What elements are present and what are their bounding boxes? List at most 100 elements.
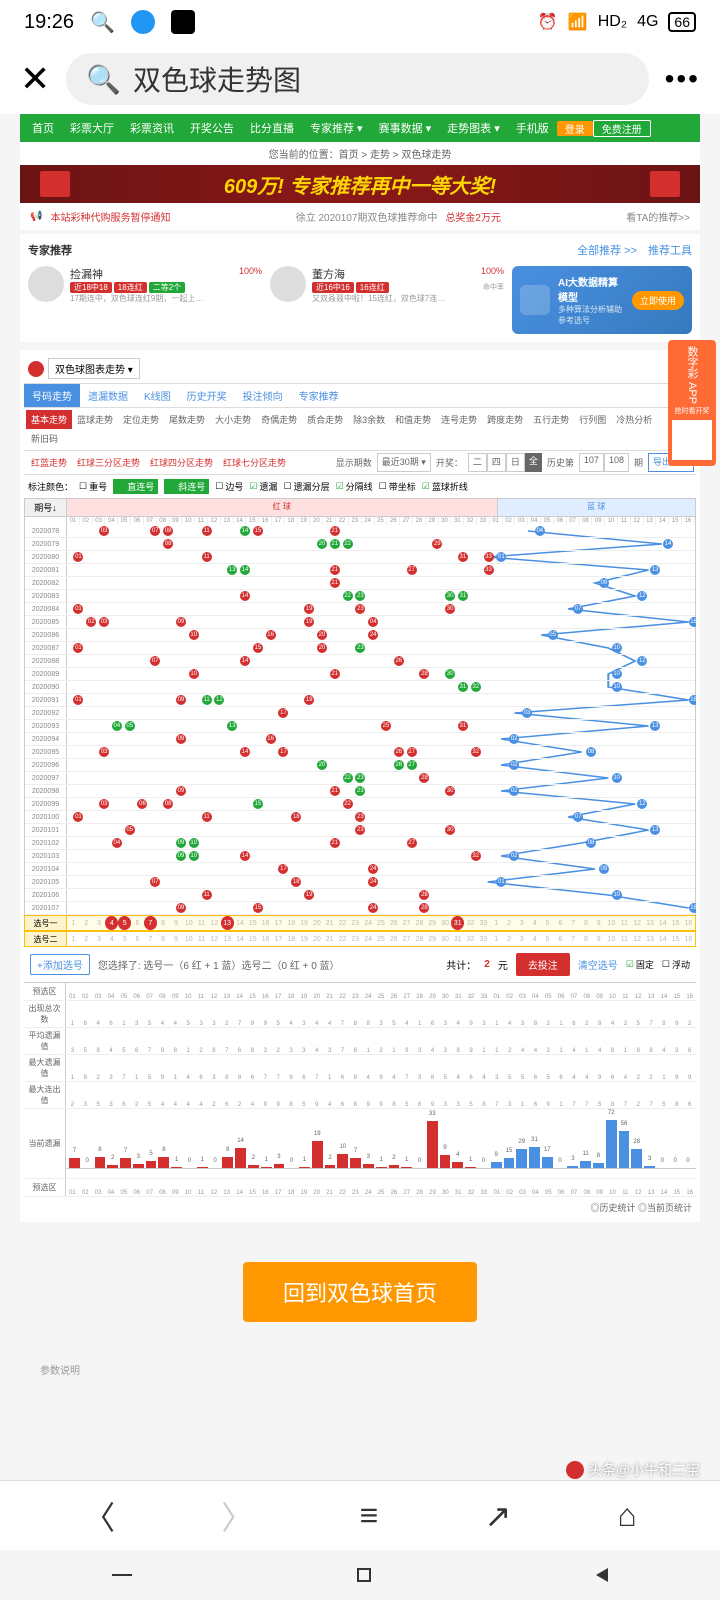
sel-cell[interactable]: 30: [439, 916, 452, 930]
sel-cell[interactable]: 5: [541, 916, 554, 930]
sel-cell[interactable]: 7: [567, 916, 580, 930]
subtab2[interactable]: 红球七分区走势: [218, 453, 291, 472]
subtab[interactable]: 新旧码: [26, 429, 63, 448]
sel-cell[interactable]: 8: [157, 932, 170, 946]
sel-cell[interactable]: 15: [246, 932, 259, 946]
tab-bet[interactable]: 投注倾向: [235, 384, 291, 407]
sel-cell[interactable]: 10: [605, 916, 618, 930]
period-header[interactable]: 期号↓: [25, 499, 67, 516]
sel-cell[interactable]: 16: [682, 916, 695, 930]
sel-cell[interactable]: 8: [580, 916, 593, 930]
add-selection-button[interactable]: +添加选号: [30, 954, 90, 975]
forward-icon[interactable]: 〉: [221, 1493, 253, 1539]
sel-cell[interactable]: 3: [93, 916, 106, 930]
chk-fc[interactable]: 遗漏分层: [283, 480, 329, 493]
subtab[interactable]: 行列图: [574, 410, 611, 429]
sel-cell[interactable]: 25: [375, 932, 388, 946]
chk-fgx[interactable]: 分隔线: [336, 480, 373, 493]
sel-cell[interactable]: 4: [105, 916, 118, 930]
chart-dropdown[interactable]: 双色球图表走势 ▾: [48, 358, 140, 379]
nav-chart[interactable]: 走势图表 ▾: [439, 120, 508, 136]
nav-mobile[interactable]: 手机版: [508, 120, 557, 136]
close-icon[interactable]: ✕: [20, 58, 50, 100]
nav-live[interactable]: 比分直播: [242, 120, 302, 136]
sel-cell[interactable]: 26: [387, 932, 400, 946]
sel-cell[interactable]: 30: [439, 932, 452, 946]
subtab2[interactable]: 红球三分区走势: [72, 453, 145, 472]
bet-button[interactable]: 去投注: [516, 953, 570, 976]
stats-footer[interactable]: ◎历史统计 ◎当前页统计: [24, 1197, 696, 1218]
radio-float[interactable]: 浮动: [662, 958, 690, 971]
sel-cell[interactable]: 23: [349, 932, 362, 946]
sel-cell[interactable]: 16: [259, 932, 272, 946]
sel-cell[interactable]: 24: [362, 916, 375, 930]
notice-1[interactable]: 本站彩种代购服务暂停通知: [50, 209, 170, 224]
sel-cell[interactable]: 2: [503, 916, 516, 930]
sel-cell[interactable]: 27: [400, 932, 413, 946]
nav-news[interactable]: 彩票资讯: [122, 120, 182, 136]
sel-cell[interactable]: 18: [285, 932, 298, 946]
sel-cell[interactable]: 11: [618, 916, 631, 930]
sel-cell[interactable]: 4: [528, 916, 541, 930]
tab-trend[interactable]: 号码走势: [24, 384, 80, 407]
sel-cell[interactable]: 8: [580, 932, 593, 946]
sel-cell[interactable]: 32: [464, 932, 477, 946]
chk-zhi[interactable]: 直连号: [113, 479, 158, 494]
radio-fixed[interactable]: 固定: [626, 958, 654, 971]
sel-cell[interactable]: 27: [400, 916, 413, 930]
sel-cell[interactable]: 32: [464, 916, 477, 930]
sel-cell[interactable]: 11: [195, 916, 208, 930]
sel-cell[interactable]: 5: [118, 916, 131, 930]
expert-card-2[interactable]: 董方海100% 近16中1616连红命中率 又双叒叕中啦！15连红，双色球7连…: [270, 266, 504, 334]
sel-cell[interactable]: 16: [682, 932, 695, 946]
ai-button[interactable]: 立即使用: [632, 291, 684, 310]
sel-cell[interactable]: 13: [644, 932, 657, 946]
sel-cell[interactable]: 9: [592, 916, 605, 930]
sel-cell[interactable]: 19: [298, 932, 311, 946]
sel-cell[interactable]: 4: [105, 932, 118, 946]
clear-link[interactable]: 清空选号: [578, 957, 618, 972]
home-icon[interactable]: ⌂: [618, 1497, 637, 1534]
subtab[interactable]: 蓝球走势: [72, 410, 118, 429]
sel-cell[interactable]: 7: [144, 916, 157, 930]
sel-cell[interactable]: 1: [67, 916, 80, 930]
sel-cell[interactable]: 11: [195, 932, 208, 946]
sel-cell[interactable]: 12: [631, 916, 644, 930]
sel-cell[interactable]: 9: [170, 916, 183, 930]
sel-cell[interactable]: 8: [157, 916, 170, 930]
sel-cell[interactable]: 13: [644, 916, 657, 930]
sel-cell[interactable]: 14: [656, 932, 669, 946]
menu-icon[interactable]: ≡: [360, 1497, 379, 1534]
chk-blueline[interactable]: 蓝球折线: [422, 480, 468, 493]
sel-cell[interactable]: 3: [515, 932, 528, 946]
nav-data[interactable]: 赛事数据 ▾: [371, 120, 440, 136]
sel-cell[interactable]: 10: [605, 932, 618, 946]
sel-cell[interactable]: 10: [182, 916, 195, 930]
back-icon[interactable]: 〈: [83, 1493, 115, 1539]
all-experts-link[interactable]: 全部推荐 >>: [577, 245, 637, 257]
tab-kline[interactable]: K线图: [136, 384, 179, 407]
sel-cell[interactable]: 20: [310, 916, 323, 930]
subtab[interactable]: 质合走势: [302, 410, 348, 429]
tools-link[interactable]: 推荐工具: [648, 245, 692, 257]
subtab[interactable]: 除3余数: [348, 410, 390, 429]
sel-cell[interactable]: 31: [451, 932, 464, 946]
side-ad[interactable]: 数字彩 APP 抢时看开奖: [668, 340, 716, 466]
chk-bian[interactable]: 边号: [215, 480, 243, 493]
login-button[interactable]: 登录: [557, 121, 593, 136]
sel-cell[interactable]: 14: [234, 916, 247, 930]
sel-cell[interactable]: 10: [182, 932, 195, 946]
sel-cell[interactable]: 22: [336, 916, 349, 930]
sel-cell[interactable]: 33: [477, 932, 490, 946]
sys-back[interactable]: [596, 1568, 608, 1582]
sel-cell[interactable]: 21: [323, 932, 336, 946]
sel-cell[interactable]: 2: [80, 932, 93, 946]
subtab[interactable]: 连号走势: [436, 410, 482, 429]
sel-cell[interactable]: 31: [451, 916, 464, 930]
sel-cell[interactable]: 9: [592, 932, 605, 946]
sel-cell[interactable]: 17: [272, 916, 285, 930]
sel-cell[interactable]: 6: [554, 932, 567, 946]
sel-cell[interactable]: 12: [208, 932, 221, 946]
sel-cell[interactable]: 6: [131, 932, 144, 946]
nav-hall[interactable]: 彩票大厅: [62, 120, 122, 136]
